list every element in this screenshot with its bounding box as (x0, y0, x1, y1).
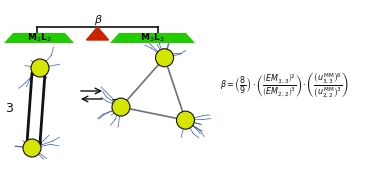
Polygon shape (87, 27, 108, 40)
Text: 3: 3 (5, 102, 13, 115)
Circle shape (177, 111, 194, 129)
Text: $\beta=\left(\dfrac{8}{9}\right)\cdot\left(\dfrac{\left(EM_{3,3}\right)^{\!2}}{\: $\beta=\left(\dfrac{8}{9}\right)\cdot\le… (220, 70, 349, 100)
Text: β: β (94, 15, 101, 25)
Circle shape (23, 139, 41, 157)
Text: M$_3$L$_3$: M$_3$L$_3$ (140, 32, 165, 44)
Circle shape (31, 59, 49, 77)
Circle shape (112, 98, 130, 116)
Polygon shape (110, 33, 195, 43)
Text: 2: 2 (110, 98, 118, 111)
Polygon shape (4, 33, 74, 43)
Text: M$_2$L$_2$: M$_2$L$_2$ (27, 32, 51, 44)
Circle shape (156, 49, 174, 67)
